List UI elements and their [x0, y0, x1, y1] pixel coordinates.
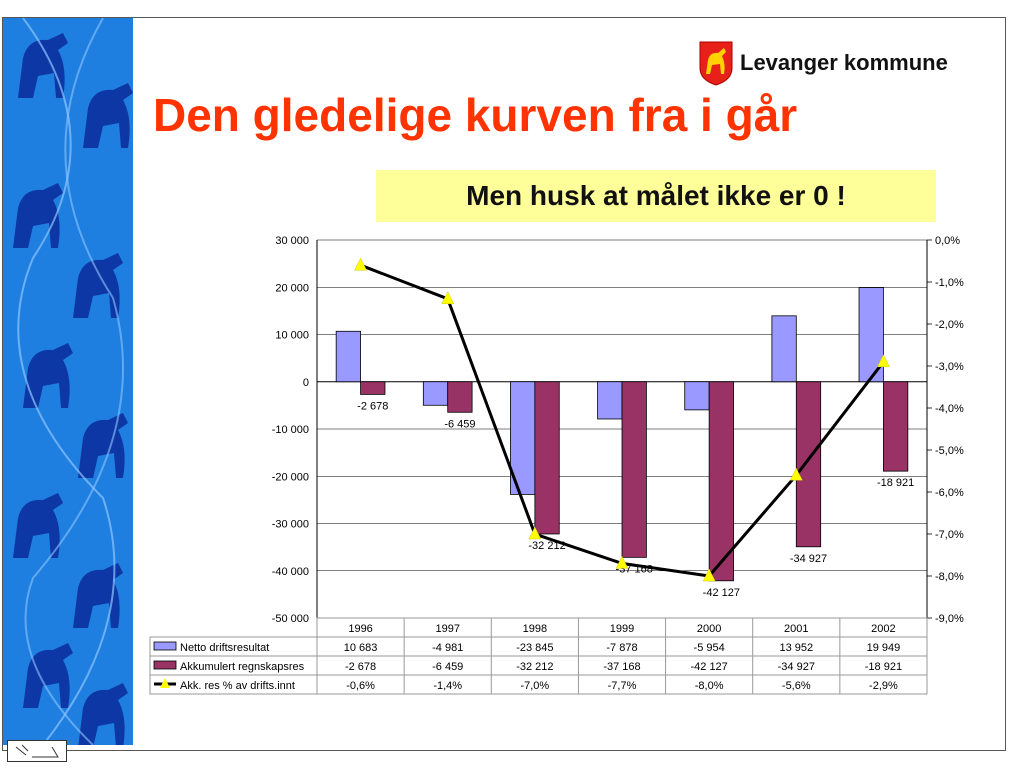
coat-of-arms-icon: [699, 41, 733, 86]
table-cell: -37 168: [603, 661, 640, 673]
line-point: [354, 257, 367, 271]
y-tick-label: 20 000: [275, 282, 309, 294]
legend-key: [153, 641, 177, 651]
highlight-note: Men husk at målet ikke er 0 !: [376, 170, 936, 222]
corner-icon: [7, 740, 67, 762]
table-cell: -0,6%: [346, 680, 375, 692]
y-tick-label: 10 000: [275, 330, 309, 342]
y-tick-label: -10 000: [272, 424, 309, 436]
data-label: -6 459: [444, 418, 475, 430]
table-cell: -7 878: [606, 642, 637, 654]
table-cell: 19 949: [867, 642, 901, 654]
page-title: Den gledelige kurven fra i går: [153, 89, 798, 141]
slide-frame: [2, 17, 1006, 751]
table-cell: -7,0%: [520, 680, 549, 692]
x-tick-label: 1996: [348, 623, 372, 635]
bar-akkumulert-regnskapsres: [534, 381, 560, 535]
line-point: [877, 354, 890, 368]
y-tick-label: 30 000: [275, 235, 309, 247]
data-label: -32 212: [528, 540, 565, 552]
table-cell: -42 127: [690, 661, 727, 673]
table-cell: -7,7%: [608, 680, 637, 692]
bar-netto-driftsresultat: [422, 381, 449, 406]
table-cell: -5,6%: [782, 680, 811, 692]
y2-tick-label: -7,0%: [935, 529, 964, 541]
legend-label: Netto driftsresultat: [180, 642, 269, 654]
x-tick-label: 1998: [523, 623, 547, 635]
y2-tick-label: -8,0%: [935, 571, 964, 583]
legend-label: Akkumulert regnskapsres: [180, 661, 305, 673]
line-point: [789, 467, 803, 481]
y2-tick-label: -1,0%: [935, 277, 964, 289]
y2-tick-label: -3,0%: [935, 361, 964, 373]
y2-tick-label: -9,0%: [935, 613, 964, 625]
table-cell: -2 678: [345, 661, 376, 673]
x-tick-label: 2001: [784, 623, 808, 635]
x-tick-label: 1997: [435, 623, 459, 635]
y-tick-label: -50 000: [272, 613, 309, 625]
x-tick-label: 2002: [871, 623, 895, 635]
y-tick-label: 0: [303, 377, 309, 389]
y2-tick-label: -2,0%: [935, 319, 964, 331]
line-point: [441, 291, 455, 305]
table-cell: -2,9%: [869, 680, 898, 692]
bar-akkumulert-regnskapsres: [883, 381, 909, 472]
bar-netto-driftsresultat: [335, 330, 361, 383]
table-cell: -32 212: [516, 661, 553, 673]
data-label: -34 927: [790, 553, 827, 565]
table-cell: -5 954: [694, 642, 725, 654]
x-tick-label: 1999: [610, 623, 634, 635]
bar-netto-driftsresultat: [684, 381, 710, 411]
bar-akkumulert-regnskapsres: [708, 381, 734, 582]
table-cell: -8,0%: [695, 680, 724, 692]
line-point: [615, 555, 629, 569]
legend-label: Akk. res % av drifts.innt: [180, 680, 295, 692]
y-tick-label: -20 000: [272, 471, 309, 483]
y2-tick-label: -6,0%: [935, 487, 964, 499]
municipality-logo: Levanger kommune: [698, 40, 948, 86]
logo-text: Levanger kommune: [740, 50, 948, 75]
table-cell: -34 927: [778, 661, 815, 673]
legend-key: [153, 660, 177, 670]
x-tick-label: 2000: [697, 623, 721, 635]
bar-netto-driftsresultat: [771, 315, 797, 383]
table-cell: 10 683: [344, 642, 378, 654]
y2-tick-label: 0,0%: [935, 235, 960, 247]
y-tick-label: -30 000: [272, 519, 309, 531]
data-label: -42 127: [703, 587, 740, 599]
table-cell: -1,4%: [433, 680, 462, 692]
legend-key-marker: [160, 678, 170, 688]
y-tick-label: -40 000: [272, 566, 309, 578]
table-cell: -6 459: [432, 661, 463, 673]
decorative-sidebar: [3, 18, 133, 745]
data-label: -18 921: [877, 477, 914, 489]
bar-akkumulert-regnskapsres: [447, 381, 473, 413]
bar-akkumulert-regnskapsres: [795, 381, 822, 548]
line-point: [528, 526, 542, 540]
bar-netto-driftsresultat: [597, 381, 623, 420]
table-cell: -23 845: [516, 642, 553, 654]
pen-icon: [15, 744, 59, 758]
table-cell: 13 952: [779, 642, 813, 654]
y2-tick-label: -5,0%: [935, 445, 964, 457]
data-label: -2 678: [357, 400, 388, 412]
table-cell: -18 921: [865, 661, 902, 673]
horse-pattern-icon: [13, 18, 133, 745]
bar-akkumulert-regnskapsres: [621, 381, 647, 558]
table-cell: -4 981: [432, 642, 463, 654]
line-point: [702, 568, 716, 582]
bar-akkumulert-regnskapsres: [360, 381, 386, 395]
y2-tick-label: -4,0%: [935, 403, 964, 415]
